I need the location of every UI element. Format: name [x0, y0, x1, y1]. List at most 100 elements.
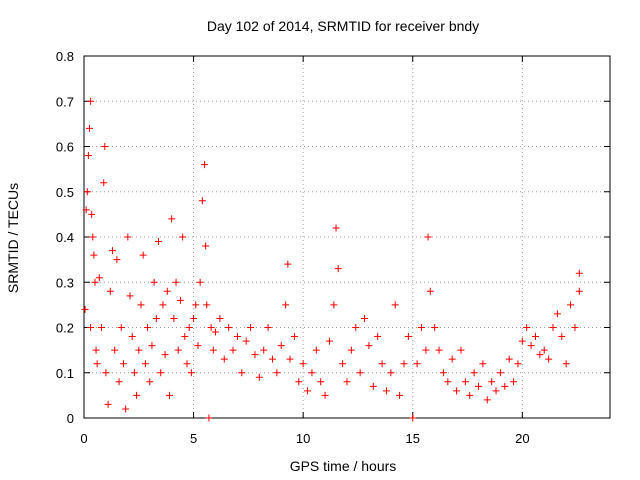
- data-point: [183, 360, 191, 368]
- data-point: [396, 391, 404, 399]
- data-point: [369, 382, 377, 390]
- data-point: [391, 301, 399, 309]
- x-tick-label: 20: [515, 431, 529, 446]
- data-point: [317, 378, 325, 386]
- data-point: [536, 351, 544, 359]
- data-point: [382, 387, 390, 395]
- data-point: [196, 278, 204, 286]
- data-point: [202, 242, 210, 250]
- data-point: [126, 292, 134, 300]
- data-point: [113, 256, 121, 264]
- data-point: [95, 274, 103, 282]
- data-point: [488, 378, 496, 386]
- data-point: [242, 337, 250, 345]
- data-point: [192, 301, 200, 309]
- x-tick-label: 15: [406, 431, 420, 446]
- y-tick-label: 0.7: [56, 94, 74, 109]
- data-point: [308, 369, 316, 377]
- data-point: [229, 346, 237, 354]
- data-point: [545, 355, 553, 363]
- data-point: [260, 346, 268, 354]
- data-point: [444, 378, 452, 386]
- data-point: [106, 287, 114, 295]
- data-point: [148, 342, 156, 350]
- data-point: [514, 360, 522, 368]
- data-point: [83, 188, 91, 196]
- data-point: [448, 355, 456, 363]
- data-point: [104, 400, 112, 408]
- data-point: [321, 391, 329, 399]
- data-point: [558, 333, 566, 341]
- x-tick-label: 5: [190, 431, 197, 446]
- data-point: [122, 405, 130, 413]
- data-point: [347, 346, 355, 354]
- y-tick-label: 0.5: [56, 185, 74, 200]
- data-point: [264, 324, 272, 331]
- data-point: [238, 369, 246, 377]
- data-point: [119, 360, 127, 368]
- data-point: [325, 337, 333, 345]
- data-point: [139, 251, 147, 259]
- data-point: [168, 215, 176, 223]
- data-point: [466, 391, 474, 399]
- tick-layer: 0 0.1 0.2 0.3 0.4 0.5 0.6 0.7 0.8 0 5 10 15 20: [56, 49, 610, 446]
- y-tick-label: 0.3: [56, 275, 74, 290]
- data-point: [527, 342, 535, 350]
- data-point: [334, 265, 342, 273]
- data-point: [161, 351, 169, 359]
- data-point: [553, 310, 561, 318]
- y-tick-label: 0.6: [56, 140, 74, 155]
- data-point: [141, 360, 149, 368]
- data-point: [90, 251, 98, 259]
- data-point: [492, 387, 500, 395]
- data-point: [93, 360, 101, 368]
- data-point: [470, 369, 478, 377]
- data-point: [475, 382, 482, 390]
- data-point: [85, 124, 93, 132]
- data-point: [220, 355, 228, 363]
- data-point: [255, 373, 263, 381]
- data-point: [205, 414, 213, 422]
- data-point: [312, 346, 320, 354]
- data-point: [146, 378, 154, 386]
- y-tick-label: 0.8: [56, 49, 74, 64]
- data-point: [290, 333, 298, 341]
- data-point: [128, 333, 136, 341]
- data-point: [155, 238, 163, 246]
- data-point: [356, 369, 364, 377]
- data-point: [144, 324, 152, 331]
- data-point: [435, 346, 443, 354]
- data-point: [233, 333, 241, 341]
- data-point: [304, 387, 312, 395]
- data-point: [135, 346, 143, 354]
- y-axis-label: SRMTID / TECUs: [5, 183, 21, 293]
- data-point: [501, 382, 509, 390]
- data-point: [299, 360, 307, 368]
- data-points: [81, 97, 583, 422]
- data-point: [108, 247, 116, 255]
- data-point: [496, 369, 504, 377]
- x-axis-label: GPS time / hours: [290, 458, 397, 474]
- data-point: [343, 378, 351, 386]
- data-point: [152, 314, 160, 322]
- data-point: [571, 324, 579, 331]
- data-point: [137, 301, 145, 309]
- data-point: [163, 287, 171, 295]
- y-tick-label: 0.4: [56, 230, 74, 245]
- data-point: [387, 369, 395, 377]
- data-point: [91, 278, 99, 286]
- data-point: [413, 360, 421, 368]
- data-point: [247, 324, 255, 331]
- data-point: [98, 324, 106, 331]
- data-point: [225, 324, 233, 331]
- data-point: [567, 301, 575, 309]
- data-point: [268, 355, 276, 363]
- data-point: [422, 346, 430, 354]
- data-point: [418, 324, 426, 331]
- chart-title: Day 102 of 2014, SRMTID for receiver bnd…: [207, 18, 479, 34]
- data-point: [453, 387, 461, 395]
- data-point: [378, 360, 386, 368]
- x-tick-label: 10: [296, 431, 310, 446]
- data-point: [187, 369, 195, 377]
- data-point: [150, 278, 158, 286]
